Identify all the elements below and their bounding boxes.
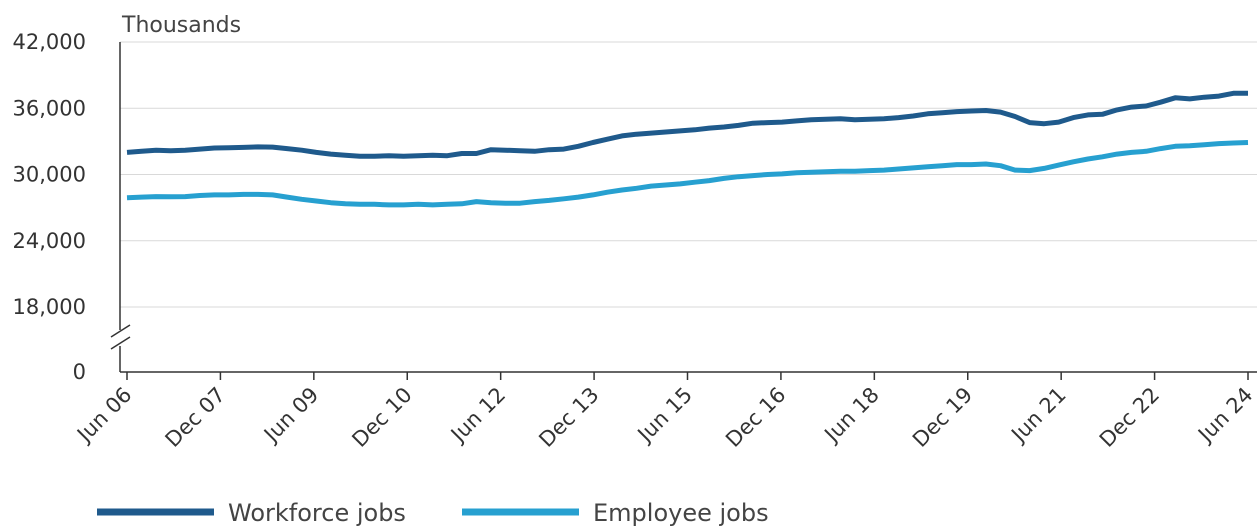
series-line-workforce-jobs — [126, 90, 1248, 159]
series-line-employee-jobs — [126, 140, 1249, 208]
x-axis-ticks: Jun 06 Dec 07 Jun 09 Dec 10 Jun 12 Dec 13 Jun … — [71, 372, 1257, 452]
x-tick-label: Jun 21 — [1005, 383, 1070, 448]
series-lines — [126, 90, 1249, 208]
x-tick-label: Dec 10 — [347, 383, 416, 452]
y-tick-label: 30,000 — [13, 163, 86, 187]
x-tick-label: Jun 09 — [258, 383, 323, 448]
y-tick-label-zero: 0 — [73, 360, 86, 384]
x-tick-label: Jun 18 — [819, 383, 884, 448]
x-tick-label: Jun 15 — [632, 383, 697, 448]
x-tick-label: Dec 19 — [908, 383, 977, 452]
legend-label: Employee jobs — [593, 499, 769, 527]
y-axis-ticks: 42,000 36,000 30,000 24,000 18,000 0 — [13, 30, 86, 384]
y-tick-label: 42,000 — [13, 30, 86, 54]
gridlines — [120, 41, 1257, 373]
y-tick-label: 24,000 — [13, 229, 86, 253]
x-tick-label: Jun 24 — [1192, 383, 1257, 448]
axes — [110, 42, 1257, 373]
legend-label: Workforce jobs — [228, 499, 406, 527]
x-tick-label: Jun 06 — [71, 383, 136, 448]
y-axis-unit-label: Thousands — [121, 13, 241, 38]
y-tick-label: 18,000 — [13, 295, 86, 319]
axis-break-mark — [110, 336, 131, 350]
x-tick-label: Dec 16 — [721, 383, 790, 452]
x-tick-label: Jun 12 — [445, 383, 510, 448]
x-tick-label: Dec 07 — [161, 383, 230, 452]
x-tick-label: Dec 13 — [534, 383, 603, 452]
axis-break-mark — [110, 324, 131, 338]
y-tick-label: 36,000 — [13, 96, 86, 120]
legend: Workforce jobs Employee jobs — [97, 499, 769, 527]
x-tick-label: Dec 22 — [1095, 383, 1164, 452]
